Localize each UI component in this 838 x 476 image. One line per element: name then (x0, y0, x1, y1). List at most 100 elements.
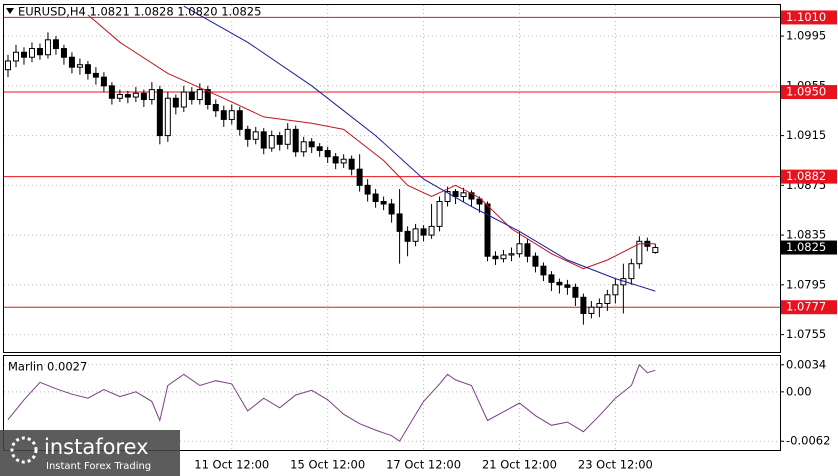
price-panel (3, 4, 781, 353)
candle-body (332, 156, 339, 164)
candle-body (492, 255, 499, 260)
candle-body (244, 128, 251, 140)
candle-body (76, 64, 83, 68)
candle-body (140, 92, 147, 101)
candle-body (196, 89, 203, 101)
candle-body (468, 192, 475, 200)
candle-body (572, 286, 579, 298)
candle-body (268, 135, 275, 149)
y-tick-label: 0.00 (786, 384, 812, 398)
candle-body (20, 51, 27, 58)
candle-body (596, 302, 603, 308)
candle-body (12, 51, 19, 62)
candle-body (164, 97, 171, 137)
candle-body (228, 110, 235, 120)
candle-body (364, 184, 371, 195)
candle-body (476, 198, 483, 205)
level-label-box (781, 10, 837, 25)
candle-body (36, 48, 43, 56)
candle-body (460, 192, 467, 198)
candle-body (84, 64, 91, 74)
candle-body (524, 243, 531, 257)
level-label: 1.1010 (786, 10, 826, 24)
candle-body (500, 254, 507, 260)
y-tick-label: 1.0795 (786, 277, 826, 291)
candle-body (92, 72, 99, 78)
candle-body (380, 201, 387, 205)
candle-body (132, 92, 139, 98)
chart-title: EURUSD,H4 1.0821 1.0828 1.0820 1.0825 (18, 5, 261, 19)
menu-triangle (6, 8, 14, 14)
candle-body (108, 85, 115, 99)
candle-body (124, 94, 131, 98)
candle-body (412, 228, 419, 242)
candle-body (396, 213, 403, 232)
last-price-label: 1.0825 (786, 240, 826, 254)
candle-body (356, 168, 363, 186)
candle-body (436, 201, 443, 227)
candle-body (588, 306, 595, 314)
candle-body (28, 48, 35, 58)
watermark-tagline: Instant Forex Trading (46, 461, 151, 472)
candle-body (444, 191, 451, 203)
candle-body (4, 60, 11, 71)
watermark: instaforex Instant Forex Trading (0, 430, 180, 476)
candle-body (628, 263, 635, 280)
candle-body (508, 253, 515, 256)
last-price-box (781, 240, 837, 255)
candle-body (44, 39, 51, 56)
candle-body (220, 110, 227, 120)
candle-body (636, 240, 643, 265)
level-label: 1.0777 (786, 300, 826, 314)
x-tick-label: 15 Oct 12:00 (290, 458, 365, 472)
candle-body (68, 56, 75, 68)
candle-body (388, 203, 395, 215)
candle-body (284, 128, 291, 145)
candle-body (292, 128, 299, 153)
candle-body (540, 265, 547, 276)
level-label: 1.0882 (786, 169, 826, 183)
candle-body (484, 203, 491, 257)
candle-body (52, 39, 59, 50)
oscillator-line (7, 363, 656, 442)
candle-body (348, 158, 355, 170)
candle-body (652, 247, 659, 254)
x-tick-label: 23 Oct 12:00 (578, 458, 653, 472)
candle-body (252, 131, 259, 140)
candle-body (188, 91, 195, 101)
level-label: 1.0950 (786, 85, 826, 99)
candle-body (372, 193, 379, 203)
oscillator-title: Marlin 0.0027 (8, 360, 87, 374)
candle-body (148, 89, 155, 101)
y-tick-label: 1.0755 (786, 327, 826, 341)
candle-body (340, 158, 347, 164)
candle-body (452, 191, 459, 198)
plot-layer (4, 5, 784, 450)
level-label-box (781, 300, 837, 315)
watermark-icon (10, 436, 38, 464)
candle-body (212, 103, 219, 112)
candle-body (172, 97, 179, 108)
candle-body (60, 48, 67, 58)
candle-body (604, 294, 611, 304)
candle-body (276, 135, 283, 145)
candle-body (428, 225, 435, 236)
candle-body (156, 89, 163, 137)
candle-body (420, 228, 427, 236)
level-label-box (781, 169, 837, 184)
candle-body (532, 255, 539, 267)
candle-body (100, 76, 107, 87)
watermark-box (0, 430, 180, 476)
candle-body (236, 110, 243, 130)
level-label-box (781, 85, 837, 100)
y-tick-label: 1.0915 (786, 128, 826, 142)
candle-body (564, 284, 571, 288)
candle-body (316, 146, 323, 152)
y-tick-label: 1.0995 (786, 29, 826, 43)
candle-body (548, 274, 555, 283)
candle-body (300, 141, 307, 153)
candle-body (308, 141, 315, 148)
candle-body (116, 94, 123, 99)
candle-body (260, 131, 267, 149)
